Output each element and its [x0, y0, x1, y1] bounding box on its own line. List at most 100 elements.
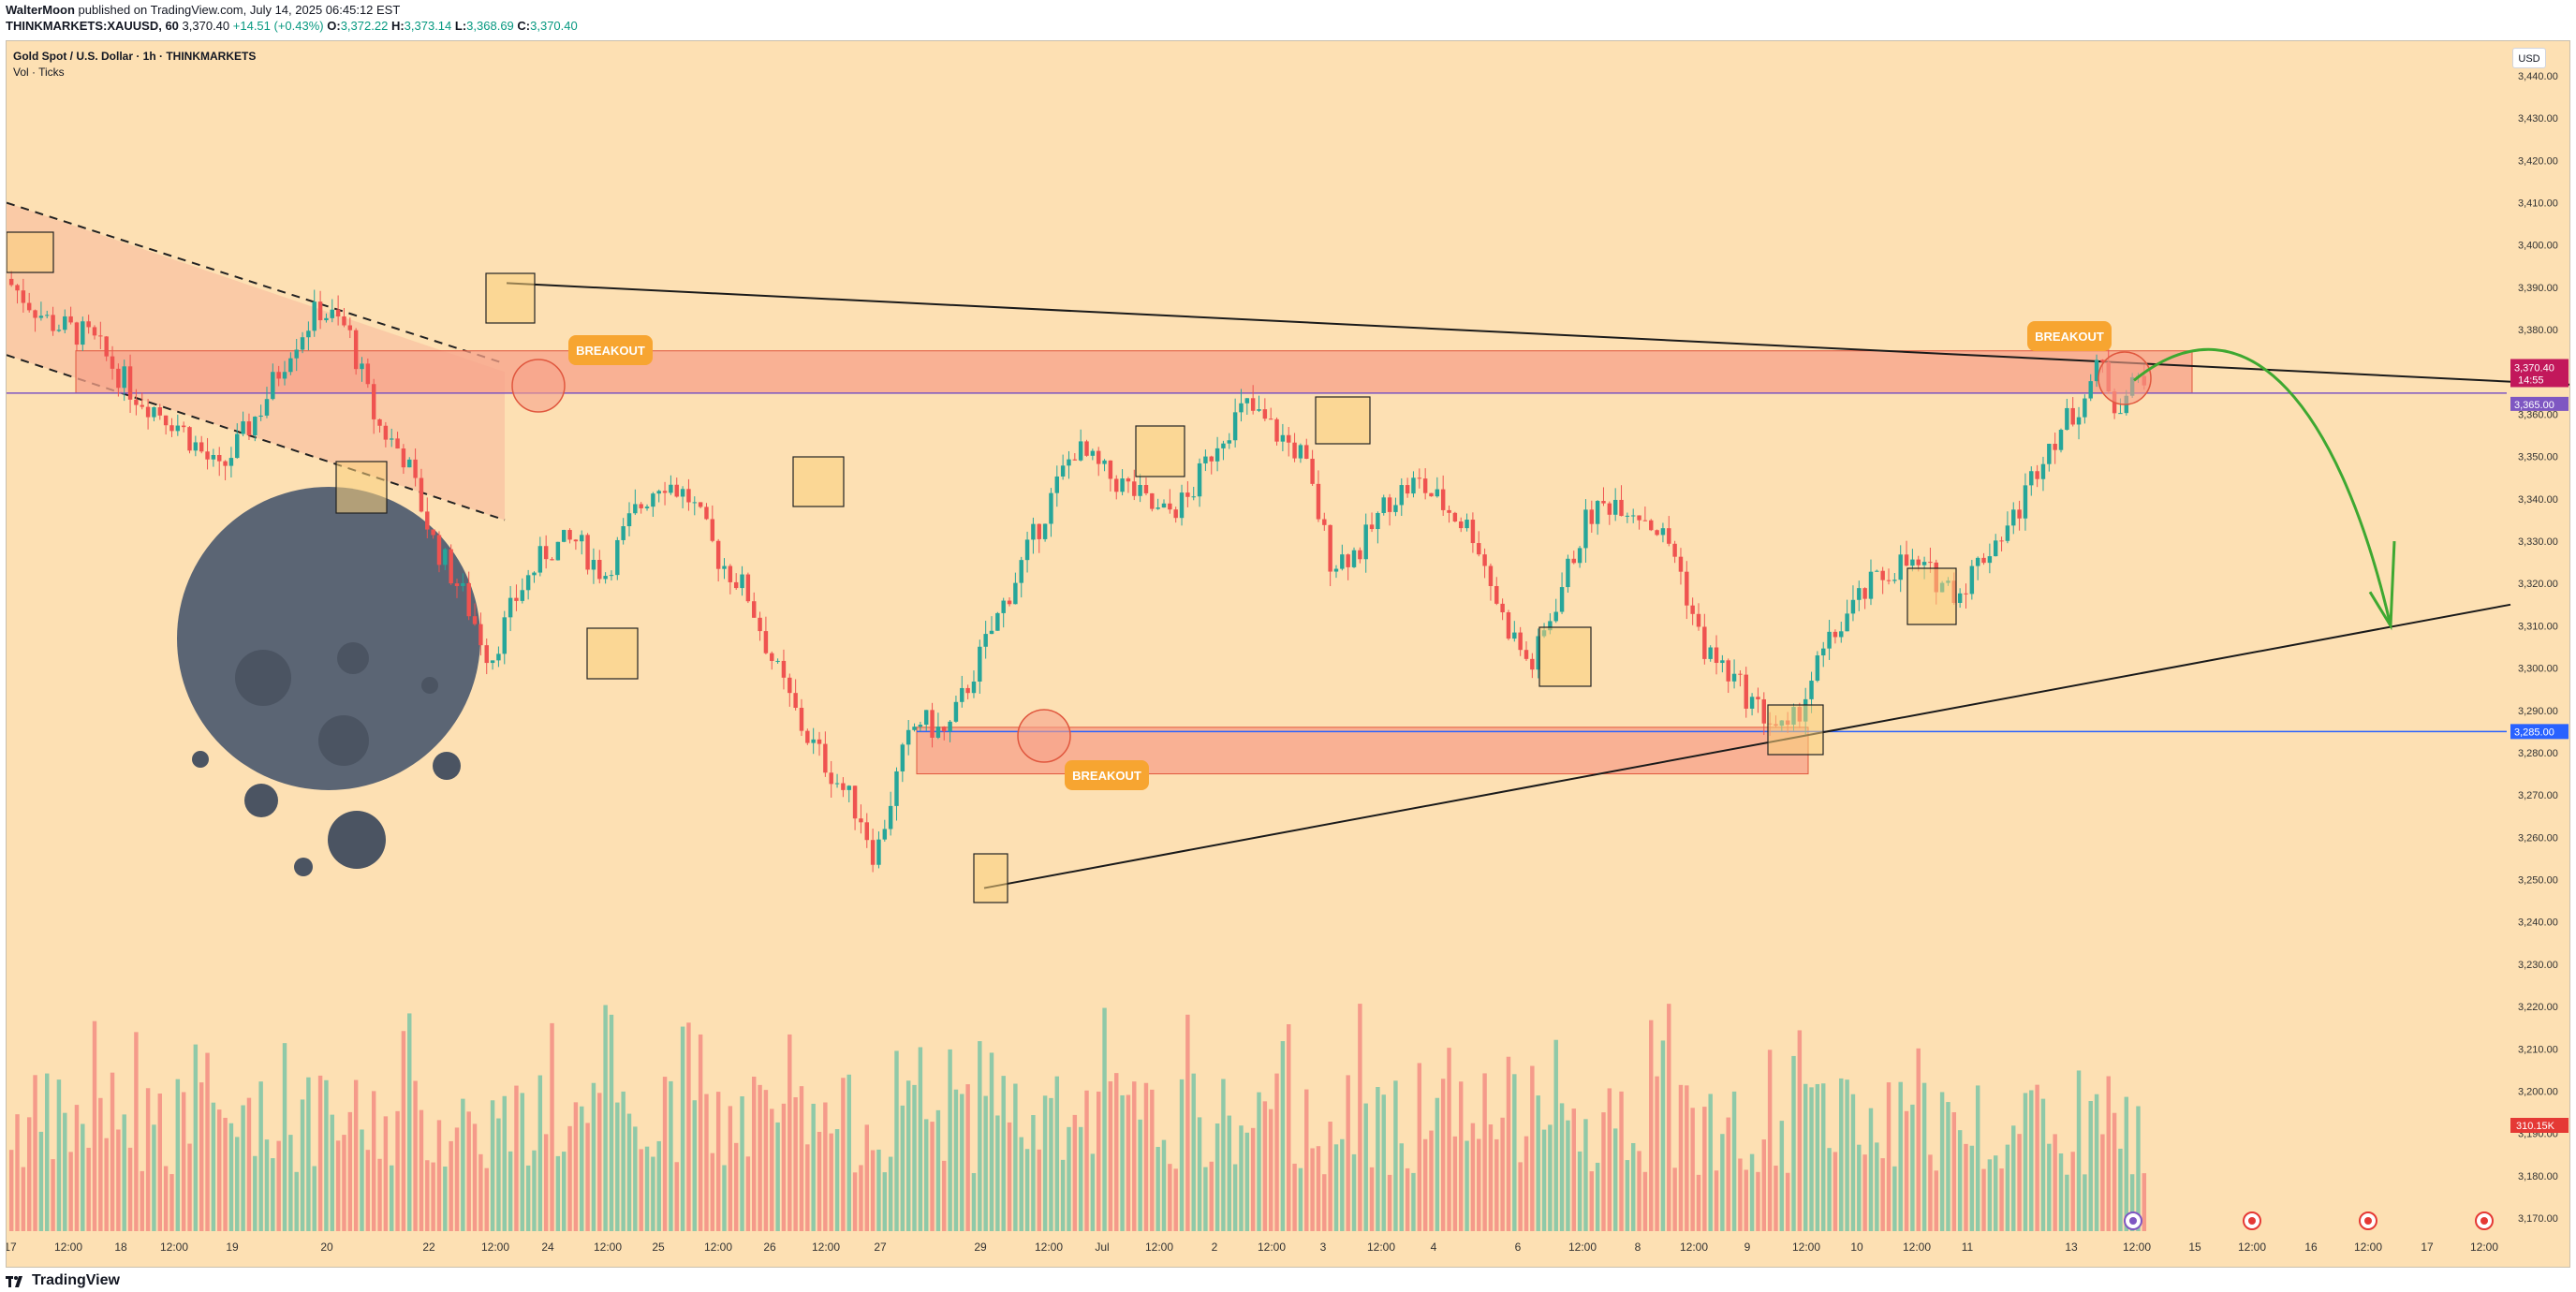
- candle-body: [2035, 471, 2039, 479]
- candle-body: [199, 442, 204, 452]
- currency-button[interactable]: USD: [2512, 48, 2546, 68]
- chart-legend-title[interactable]: Gold Spot / U.S. Dollar · 1h · THINKMARK…: [13, 50, 257, 63]
- economic-event-icon[interactable]: [2243, 1211, 2261, 1230]
- price-axis-label: 3,360.00: [2518, 409, 2558, 420]
- volume-bar: [1934, 1170, 1938, 1231]
- volume-bar: [383, 1116, 389, 1231]
- highlight-box[interactable]: [335, 461, 388, 514]
- volume-bar: [1738, 1158, 1743, 1231]
- volume-bar: [1939, 1092, 1945, 1231]
- breakout-label[interactable]: BREAKOUT: [1065, 760, 1149, 790]
- volume-bar: [805, 1144, 810, 1231]
- breakout-circle[interactable]: [511, 359, 566, 413]
- candle-body: [466, 582, 471, 617]
- candle-body: [1506, 612, 1511, 639]
- candle-body: [1660, 528, 1666, 536]
- volume-tag[interactable]: [2510, 1118, 2569, 1133]
- volume-bar: [1054, 1076, 1060, 1231]
- breakout-label[interactable]: BREAKOUT: [2027, 321, 2112, 351]
- chart-area[interactable]: BREAKOUT BREAKOUT BREAKOUT 3,440.00 3,430.00…: [6, 40, 2570, 1268]
- volume-bar: [846, 1074, 851, 1231]
- descending-trendline[interactable]: [506, 282, 2570, 386]
- candle-body: [241, 421, 245, 434]
- ascending-trendline[interactable]: [983, 603, 2511, 889]
- time-axis-label: 12:00: [594, 1241, 622, 1254]
- candle-body: [669, 484, 673, 493]
- highlight-box[interactable]: [1135, 425, 1185, 477]
- highlight-box[interactable]: [1315, 396, 1371, 445]
- candle-body: [1209, 456, 1214, 462]
- volume-bar: [1642, 1171, 1648, 1231]
- high-value: 3,373.14: [404, 19, 452, 33]
- volume-bar: [74, 1105, 80, 1231]
- candle-body: [377, 418, 382, 426]
- highlight-box[interactable]: [485, 272, 536, 324]
- candle-body: [752, 601, 757, 618]
- highlight-box[interactable]: [586, 627, 639, 680]
- highlight-box[interactable]: [973, 853, 1008, 903]
- volume-bar: [330, 1114, 334, 1231]
- volume-bar: [45, 1073, 50, 1231]
- volume-bar: [407, 1013, 412, 1231]
- volume-bar: [1524, 1136, 1529, 1231]
- highlight-box[interactable]: [1767, 704, 1824, 756]
- candle-body: [8, 278, 14, 286]
- event-icon-dot: [2248, 1217, 2256, 1225]
- volume-bar: [389, 1165, 394, 1231]
- volume-bar: [1702, 1107, 1707, 1231]
- candle-body: [1232, 412, 1238, 441]
- flash-event-icon[interactable]: [2124, 1211, 2142, 1230]
- chart-canvas[interactable]: BREAKOUT BREAKOUT BREAKOUT 3,440.00 3,430.00…: [7, 41, 2570, 1268]
- candle-body: [104, 336, 109, 357]
- time-axis-label: 15: [2188, 1241, 2201, 1254]
- volume-bar: [300, 1099, 305, 1231]
- time-axis-label: 17: [2421, 1241, 2434, 1254]
- candle-body: [1886, 580, 1892, 581]
- support-price-tag[interactable]: [2510, 724, 2569, 740]
- breakout-label[interactable]: BREAKOUT: [568, 335, 653, 365]
- candle-body: [1250, 398, 1256, 411]
- economic-event-icon[interactable]: [2359, 1211, 2377, 1230]
- breakout-circle[interactable]: [1017, 709, 1071, 763]
- line-price-tag[interactable]: [2510, 396, 2569, 411]
- volume-bar: [1150, 1089, 1155, 1231]
- candle-body: [324, 317, 329, 321]
- event-icon-dot: [2129, 1217, 2137, 1225]
- highlight-box[interactable]: [792, 456, 845, 507]
- economic-event-icon[interactable]: [2475, 1211, 2494, 1230]
- highlight-box[interactable]: [1906, 567, 1957, 625]
- volume-bar: [1013, 1083, 1018, 1231]
- candle-body: [1328, 524, 1332, 572]
- volume-bar: [1310, 1148, 1315, 1231]
- volume-bar: [1637, 1151, 1641, 1231]
- highlight-box[interactable]: [1538, 626, 1592, 687]
- time-axis-label: 13: [2065, 1241, 2078, 1254]
- author-name[interactable]: WalterMoon: [6, 3, 75, 17]
- last-price-tag[interactable]: [2510, 359, 2569, 388]
- volume-bar: [419, 1109, 424, 1231]
- highlight-box[interactable]: [7, 231, 54, 273]
- candle-body: [894, 771, 899, 806]
- projection-arrow[interactable]: [2133, 347, 2392, 626]
- candle-body: [864, 822, 869, 841]
- price-axis-label: 3,170.00: [2518, 1213, 2558, 1225]
- volume-legend[interactable]: Vol · Ticks: [13, 66, 65, 79]
- volume-bar: [1708, 1094, 1713, 1231]
- volume-bar: [2053, 1134, 2057, 1231]
- candle-body: [98, 335, 103, 337]
- channel-upper-line[interactable]: [7, 201, 506, 365]
- volume-bar: [38, 1131, 44, 1231]
- candle-body: [1667, 528, 1671, 544]
- volume-bar: [1951, 1112, 1957, 1231]
- candle-body: [758, 617, 762, 632]
- volume-bar: [1060, 1159, 1066, 1231]
- candle-body: [1369, 524, 1375, 530]
- candle-body: [157, 407, 163, 416]
- volume-bar: [2124, 1096, 2129, 1231]
- candle-body: [1197, 462, 1202, 497]
- price-axis-label: 3,310.00: [2518, 621, 2558, 632]
- time-axis-label: 12:00: [1258, 1241, 1286, 1254]
- breakout-circle[interactable]: [2098, 351, 2152, 405]
- time-axis-label: 12:00: [2354, 1241, 2382, 1254]
- resistance-zone[interactable]: [75, 350, 2193, 394]
